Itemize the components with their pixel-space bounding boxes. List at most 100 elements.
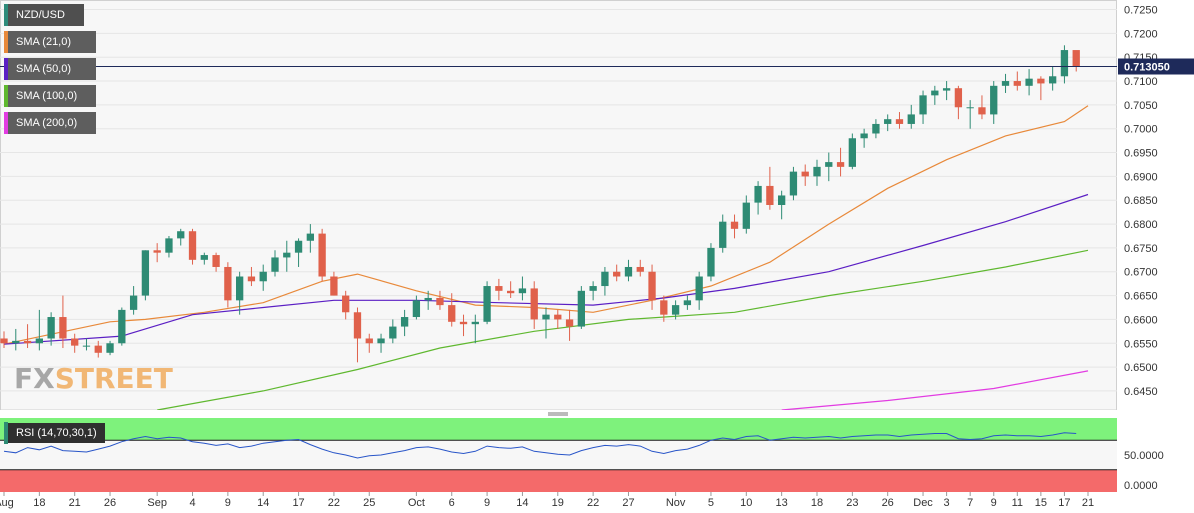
candle-body (660, 300, 668, 315)
candle-body (200, 255, 208, 260)
y-tick-label: 0.6850 (1124, 195, 1158, 207)
last-price-tag (1118, 58, 1194, 75)
candle-body (330, 276, 338, 296)
legend-item[interactable]: SMA (200,0) (4, 112, 96, 134)
rsi-zones (0, 418, 1117, 492)
legend-label: SMA (200,0) (16, 117, 78, 129)
candle-body (212, 255, 220, 267)
y-tick-label: 0.7100 (1124, 76, 1158, 88)
candle-body (188, 231, 197, 260)
x-tick-label: 9 (225, 497, 231, 509)
legend-swatch (4, 31, 8, 53)
candle-body (1013, 81, 1021, 86)
candle-body (1072, 50, 1080, 67)
candle-body (400, 317, 409, 327)
watermark-street: STREET (54, 362, 173, 395)
x-tick-label: 9 (991, 497, 997, 509)
legend-swatch (4, 4, 8, 26)
candle-body (836, 162, 845, 167)
y-tick-label: 0.6650 (1124, 291, 1158, 303)
y-tick-label: 0.6800 (1124, 219, 1158, 231)
x-tick-label: 17 (1058, 497, 1070, 509)
x-tick-label: Sep (147, 497, 167, 509)
candle-body (1048, 76, 1057, 84)
candle-body (459, 321, 468, 325)
candle-body (872, 123, 880, 134)
moving-averages (3, 105, 1089, 411)
candle-body (424, 297, 432, 301)
legend-item[interactable]: SMA (21,0) (4, 31, 96, 53)
candle-body (506, 290, 515, 294)
legend-swatch (4, 85, 8, 107)
candle-body (471, 321, 479, 325)
main-pane-background (0, 0, 1117, 410)
candle-body (671, 305, 680, 315)
fxstreet-watermark-text: FXSTREET (14, 362, 173, 395)
candle-body (389, 326, 397, 339)
candle-body (106, 343, 114, 353)
candle-body (707, 247, 715, 277)
rsi-polyline (3, 432, 1077, 459)
candle-body (94, 345, 102, 353)
candle-body (589, 286, 597, 291)
x-axis: Aug 18 21 26 Sep 4 9 14 17 22 25 Oct 6 9 14 19 22 27 Nov 5 1… (0, 492, 1094, 509)
candle-body (247, 276, 256, 282)
legend-item[interactable]: NZD/USD (4, 4, 84, 26)
last-price-marker: 0.713050 (0, 58, 1194, 75)
legend-label: SMA (50,0) (16, 63, 72, 75)
candle-body (777, 195, 786, 205)
legend-label: SMA (21,0) (16, 36, 72, 48)
candle-body (801, 171, 809, 177)
y-tick-label: 0.7050 (1124, 100, 1158, 112)
candle-body (601, 271, 609, 287)
candle-body (942, 88, 951, 91)
candle-body (954, 88, 963, 108)
candle-body (931, 90, 939, 96)
candle-body (0, 338, 8, 344)
candle-body (990, 85, 998, 115)
x-tick-label: 14 (257, 497, 269, 509)
legend-swatch (4, 58, 8, 80)
candle-body (554, 314, 562, 320)
candle-body (365, 338, 373, 344)
y-tick-label: 0.6700 (1124, 267, 1158, 279)
candle-body (483, 286, 491, 322)
rsi-label: RSI (14,70,30,1) (16, 427, 97, 439)
rsi-legend-box[interactable]: RSI (14,70,30,1) (4, 422, 105, 444)
candle-body (47, 317, 55, 339)
x-tick-label: 21 (69, 497, 81, 509)
legend-item[interactable]: SMA (50,0) (4, 58, 96, 80)
candle-body (118, 309, 126, 344)
sma-21-line (3, 105, 1089, 345)
candle-body (730, 221, 739, 229)
rsi-tick-label: 0.0000 (1124, 480, 1158, 492)
x-tick-label: 26 (882, 497, 894, 509)
candle-body (342, 295, 350, 313)
candle-body (294, 240, 303, 253)
candle-body (235, 276, 244, 301)
legend-item[interactable]: SMA (100,0) (4, 85, 96, 107)
sma-200-line (781, 370, 1089, 411)
candle-body (23, 340, 32, 344)
x-tick-label: 23 (846, 497, 858, 509)
legend-label: SMA (100,0) (16, 90, 78, 102)
x-tick-label: 25 (363, 497, 375, 509)
y-tick-label: 0.6750 (1124, 243, 1158, 255)
candle-body (648, 271, 656, 301)
x-tick-label: 13 (776, 497, 788, 509)
x-tick-label: 18 (811, 497, 823, 509)
candle-body (789, 171, 798, 196)
x-tick-label: 27 (622, 497, 634, 509)
x-tick-label: 26 (104, 497, 116, 509)
rsi-swatch (4, 422, 8, 444)
candle-body (377, 338, 385, 344)
candle-body (848, 138, 857, 167)
candle-body (577, 290, 586, 327)
y-tick-label: 0.6450 (1124, 386, 1158, 398)
x-tick-label: 19 (552, 497, 564, 509)
candle-body (719, 221, 727, 248)
pane-divider[interactable] (0, 410, 1117, 418)
rsi-overbought-zone (0, 418, 1117, 441)
candle-body (754, 185, 762, 203)
x-tick-label: 6 (449, 497, 455, 509)
